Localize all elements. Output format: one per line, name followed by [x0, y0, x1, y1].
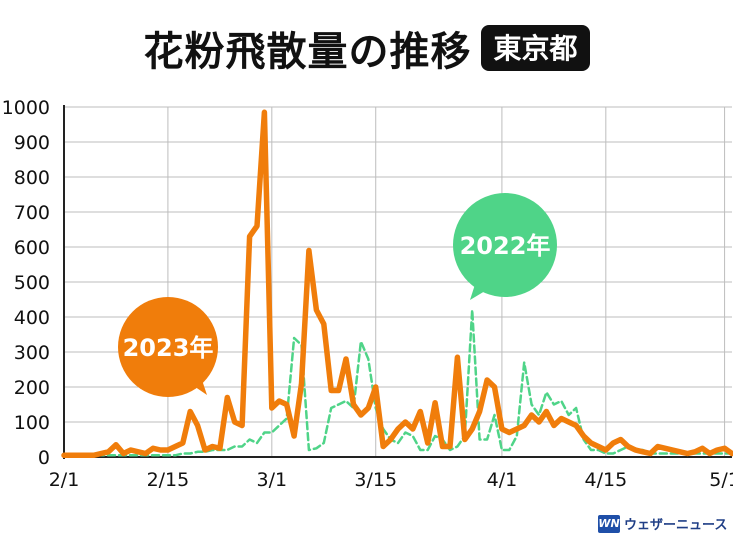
- y-tick-label: 800: [14, 167, 50, 189]
- series-line-2022: [62, 308, 733, 457]
- y-tick-label: 400: [14, 307, 50, 329]
- x-tick-label: 5/1: [709, 469, 733, 491]
- y-tick-label: 600: [14, 237, 50, 259]
- annotation-2023-label: 2023年: [123, 334, 214, 362]
- y-tick-label: 900: [14, 132, 50, 154]
- brand-name: ウェザーニュース: [624, 518, 728, 533]
- x-tick-label: 3/1: [257, 469, 288, 491]
- x-tick-label: 2/15: [147, 469, 190, 491]
- y-tick-label: 100: [14, 412, 50, 434]
- x-tick-label: 4/15: [584, 469, 627, 491]
- y-tick-label: 1000: [2, 97, 50, 119]
- chart-title: 花粉飛散量の推移: [143, 29, 472, 75]
- annotation-2023-circle: [118, 297, 218, 397]
- y-tick-label: 0: [38, 447, 50, 469]
- x-tick-label: 2/1: [49, 469, 80, 491]
- x-tick-label: 3/15: [354, 469, 397, 491]
- y-tick-label: 700: [14, 202, 50, 224]
- weathernews-logo-icon: WN: [598, 514, 620, 533]
- annotation-2022-label: 2022年: [460, 232, 551, 260]
- y-tick-label: 200: [14, 377, 50, 399]
- chart-title-area: 花粉飛散量の推移 東京都: [0, 18, 733, 78]
- x-tick-label: 4/1: [487, 469, 518, 491]
- series-line-2023: [61, 109, 733, 459]
- brand-watermark: WN ウェザーニュース: [598, 514, 727, 533]
- y-tick-label: 500: [14, 272, 50, 294]
- y-tick-label: 300: [14, 342, 50, 364]
- annotation-2022-circle: [453, 193, 557, 297]
- region-badge: 東京都: [481, 25, 590, 71]
